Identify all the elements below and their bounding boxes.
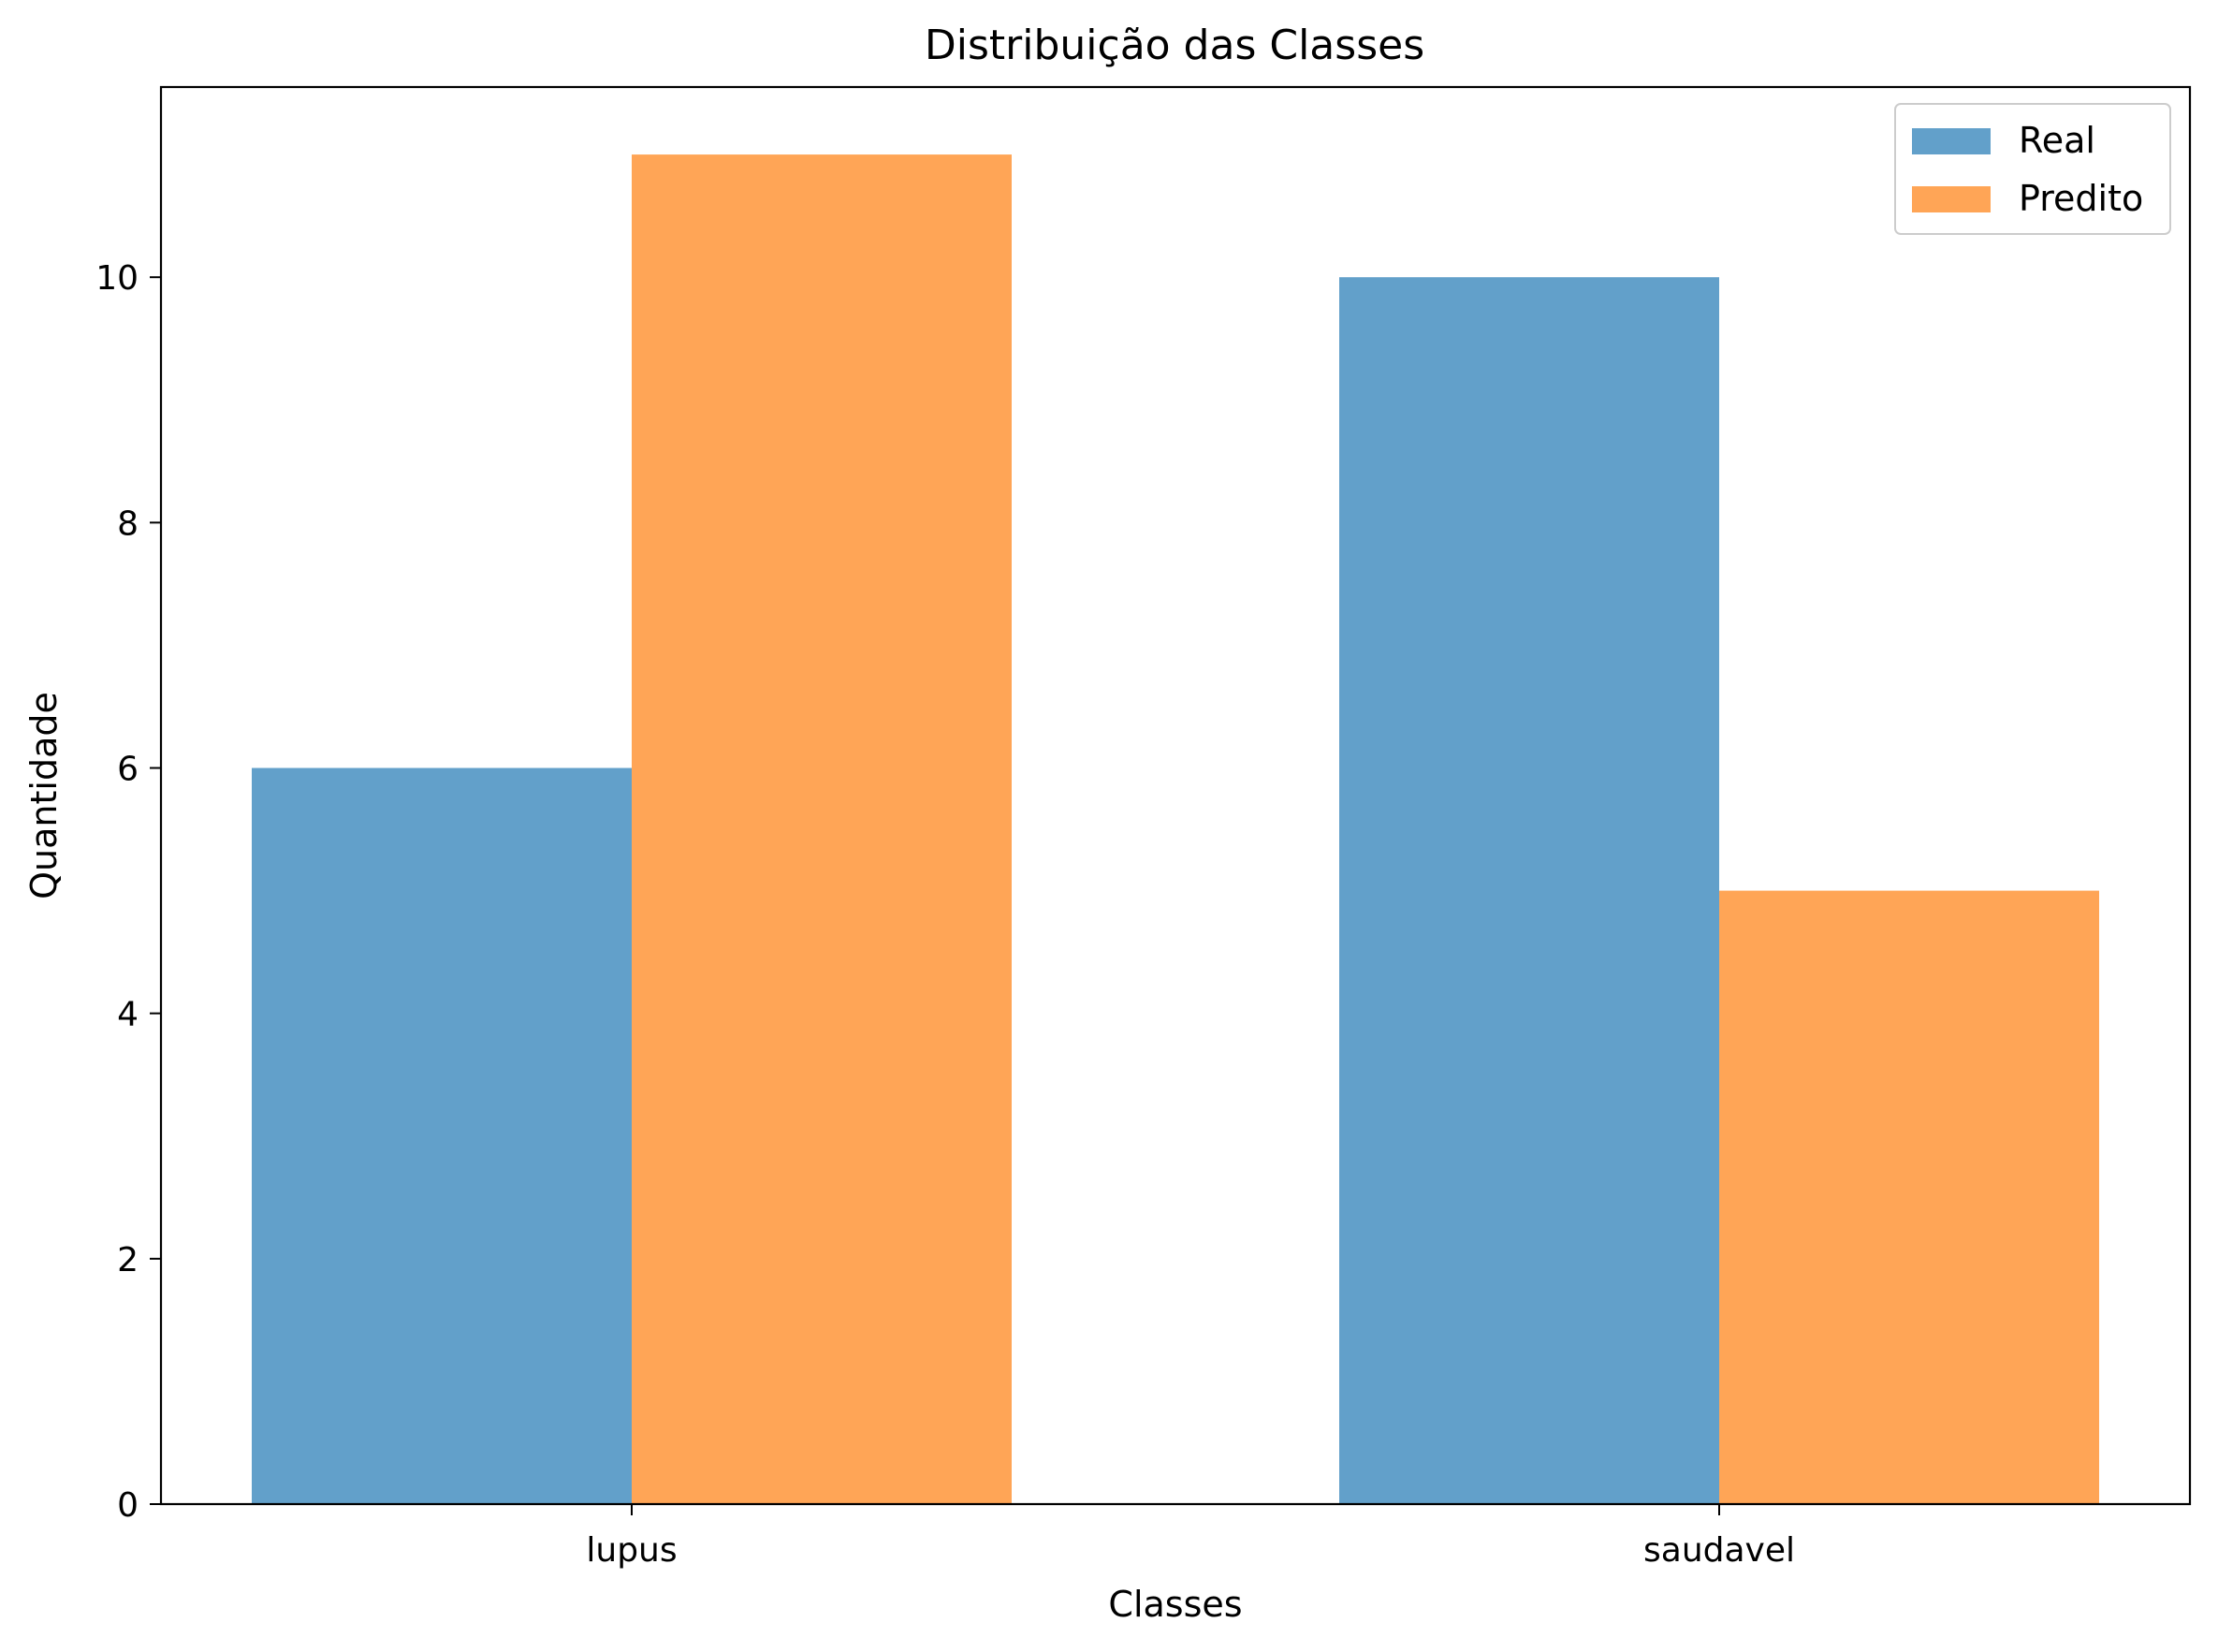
y-tick-label: 6 — [117, 751, 139, 789]
legend-label-real: Real — [2019, 120, 2095, 161]
y-tick-label: 0 — [117, 1486, 139, 1525]
legend: Real Predito — [1894, 103, 2171, 235]
y-axis-ticks: 0 2 4 6 8 10 — [95, 259, 161, 1525]
legend-label-predito: Predito — [2019, 178, 2143, 219]
bar-real-saudavel — [1339, 277, 1719, 1504]
x-tick-label: lupus — [586, 1531, 677, 1570]
y-tick-label: 2 — [117, 1241, 139, 1279]
x-tick-label: saudavel — [1643, 1531, 1795, 1570]
y-axis-label: Quantidade — [23, 692, 65, 899]
bars-group — [252, 154, 2099, 1505]
bar-predito-saudavel — [1719, 890, 2099, 1504]
x-axis-ticks: lupus saudavel — [586, 1504, 1795, 1570]
bar-predito-lupus — [632, 154, 1012, 1505]
legend-swatch-predito — [1912, 186, 1991, 212]
y-tick-label: 8 — [117, 504, 139, 543]
chart-title: Distribuição das Classes — [925, 22, 1424, 69]
y-tick-label: 10 — [95, 259, 139, 298]
x-axis-label: Classes — [1108, 1584, 1242, 1625]
bar-real-lupus — [252, 768, 632, 1504]
legend-swatch-real — [1912, 128, 1991, 154]
plot-frame — [159, 85, 2192, 1506]
y-tick-label: 4 — [117, 996, 139, 1034]
